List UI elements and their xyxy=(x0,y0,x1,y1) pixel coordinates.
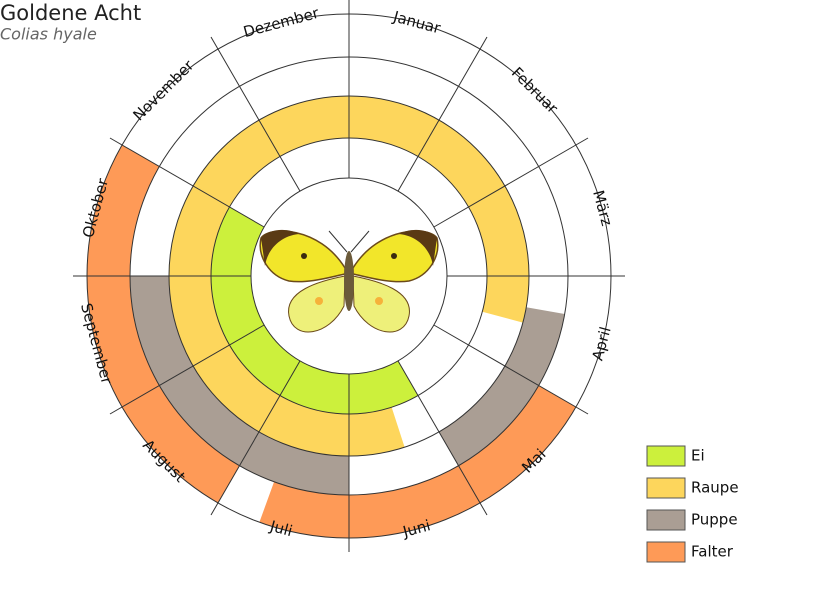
month-label: Dezember xyxy=(241,4,321,42)
month-label: April xyxy=(588,325,614,363)
legend: Ei Raupe Puppe Falter xyxy=(646,445,739,563)
month-label: März xyxy=(589,188,616,228)
month-divider xyxy=(210,36,301,192)
month-label: Februar xyxy=(508,64,562,118)
legend-label: Ei xyxy=(691,447,705,465)
legend-label: Raupe xyxy=(691,479,739,497)
stage-segment xyxy=(211,207,418,415)
stage-segment xyxy=(130,276,349,495)
month-divider xyxy=(109,324,265,415)
month-divider xyxy=(397,360,488,516)
legend-label: Puppe xyxy=(691,511,738,529)
month-divider xyxy=(433,137,589,228)
subtitle: Colias hyale xyxy=(0,25,97,44)
month-divider xyxy=(210,360,301,516)
month-divider xyxy=(397,36,488,192)
month-divider xyxy=(433,324,589,415)
legend-swatch xyxy=(646,477,686,499)
legend-swatch xyxy=(646,541,686,563)
legend-swatch xyxy=(646,509,686,531)
legend-label: Falter xyxy=(691,543,734,561)
grid xyxy=(73,0,625,552)
month-label: Juli xyxy=(267,517,294,540)
stage-segment xyxy=(259,95,529,323)
stage-segment xyxy=(259,385,576,539)
stage-segment xyxy=(169,96,405,456)
month-label: November xyxy=(129,56,197,124)
stage-segment xyxy=(439,307,565,466)
stage-segment xyxy=(86,145,240,503)
month-label: Januar xyxy=(390,7,443,37)
legend-swatch xyxy=(646,445,686,467)
rings xyxy=(86,95,576,539)
month-divider xyxy=(109,137,265,228)
title: Goldene Acht xyxy=(0,1,141,25)
butterfly-illustration xyxy=(259,229,439,333)
